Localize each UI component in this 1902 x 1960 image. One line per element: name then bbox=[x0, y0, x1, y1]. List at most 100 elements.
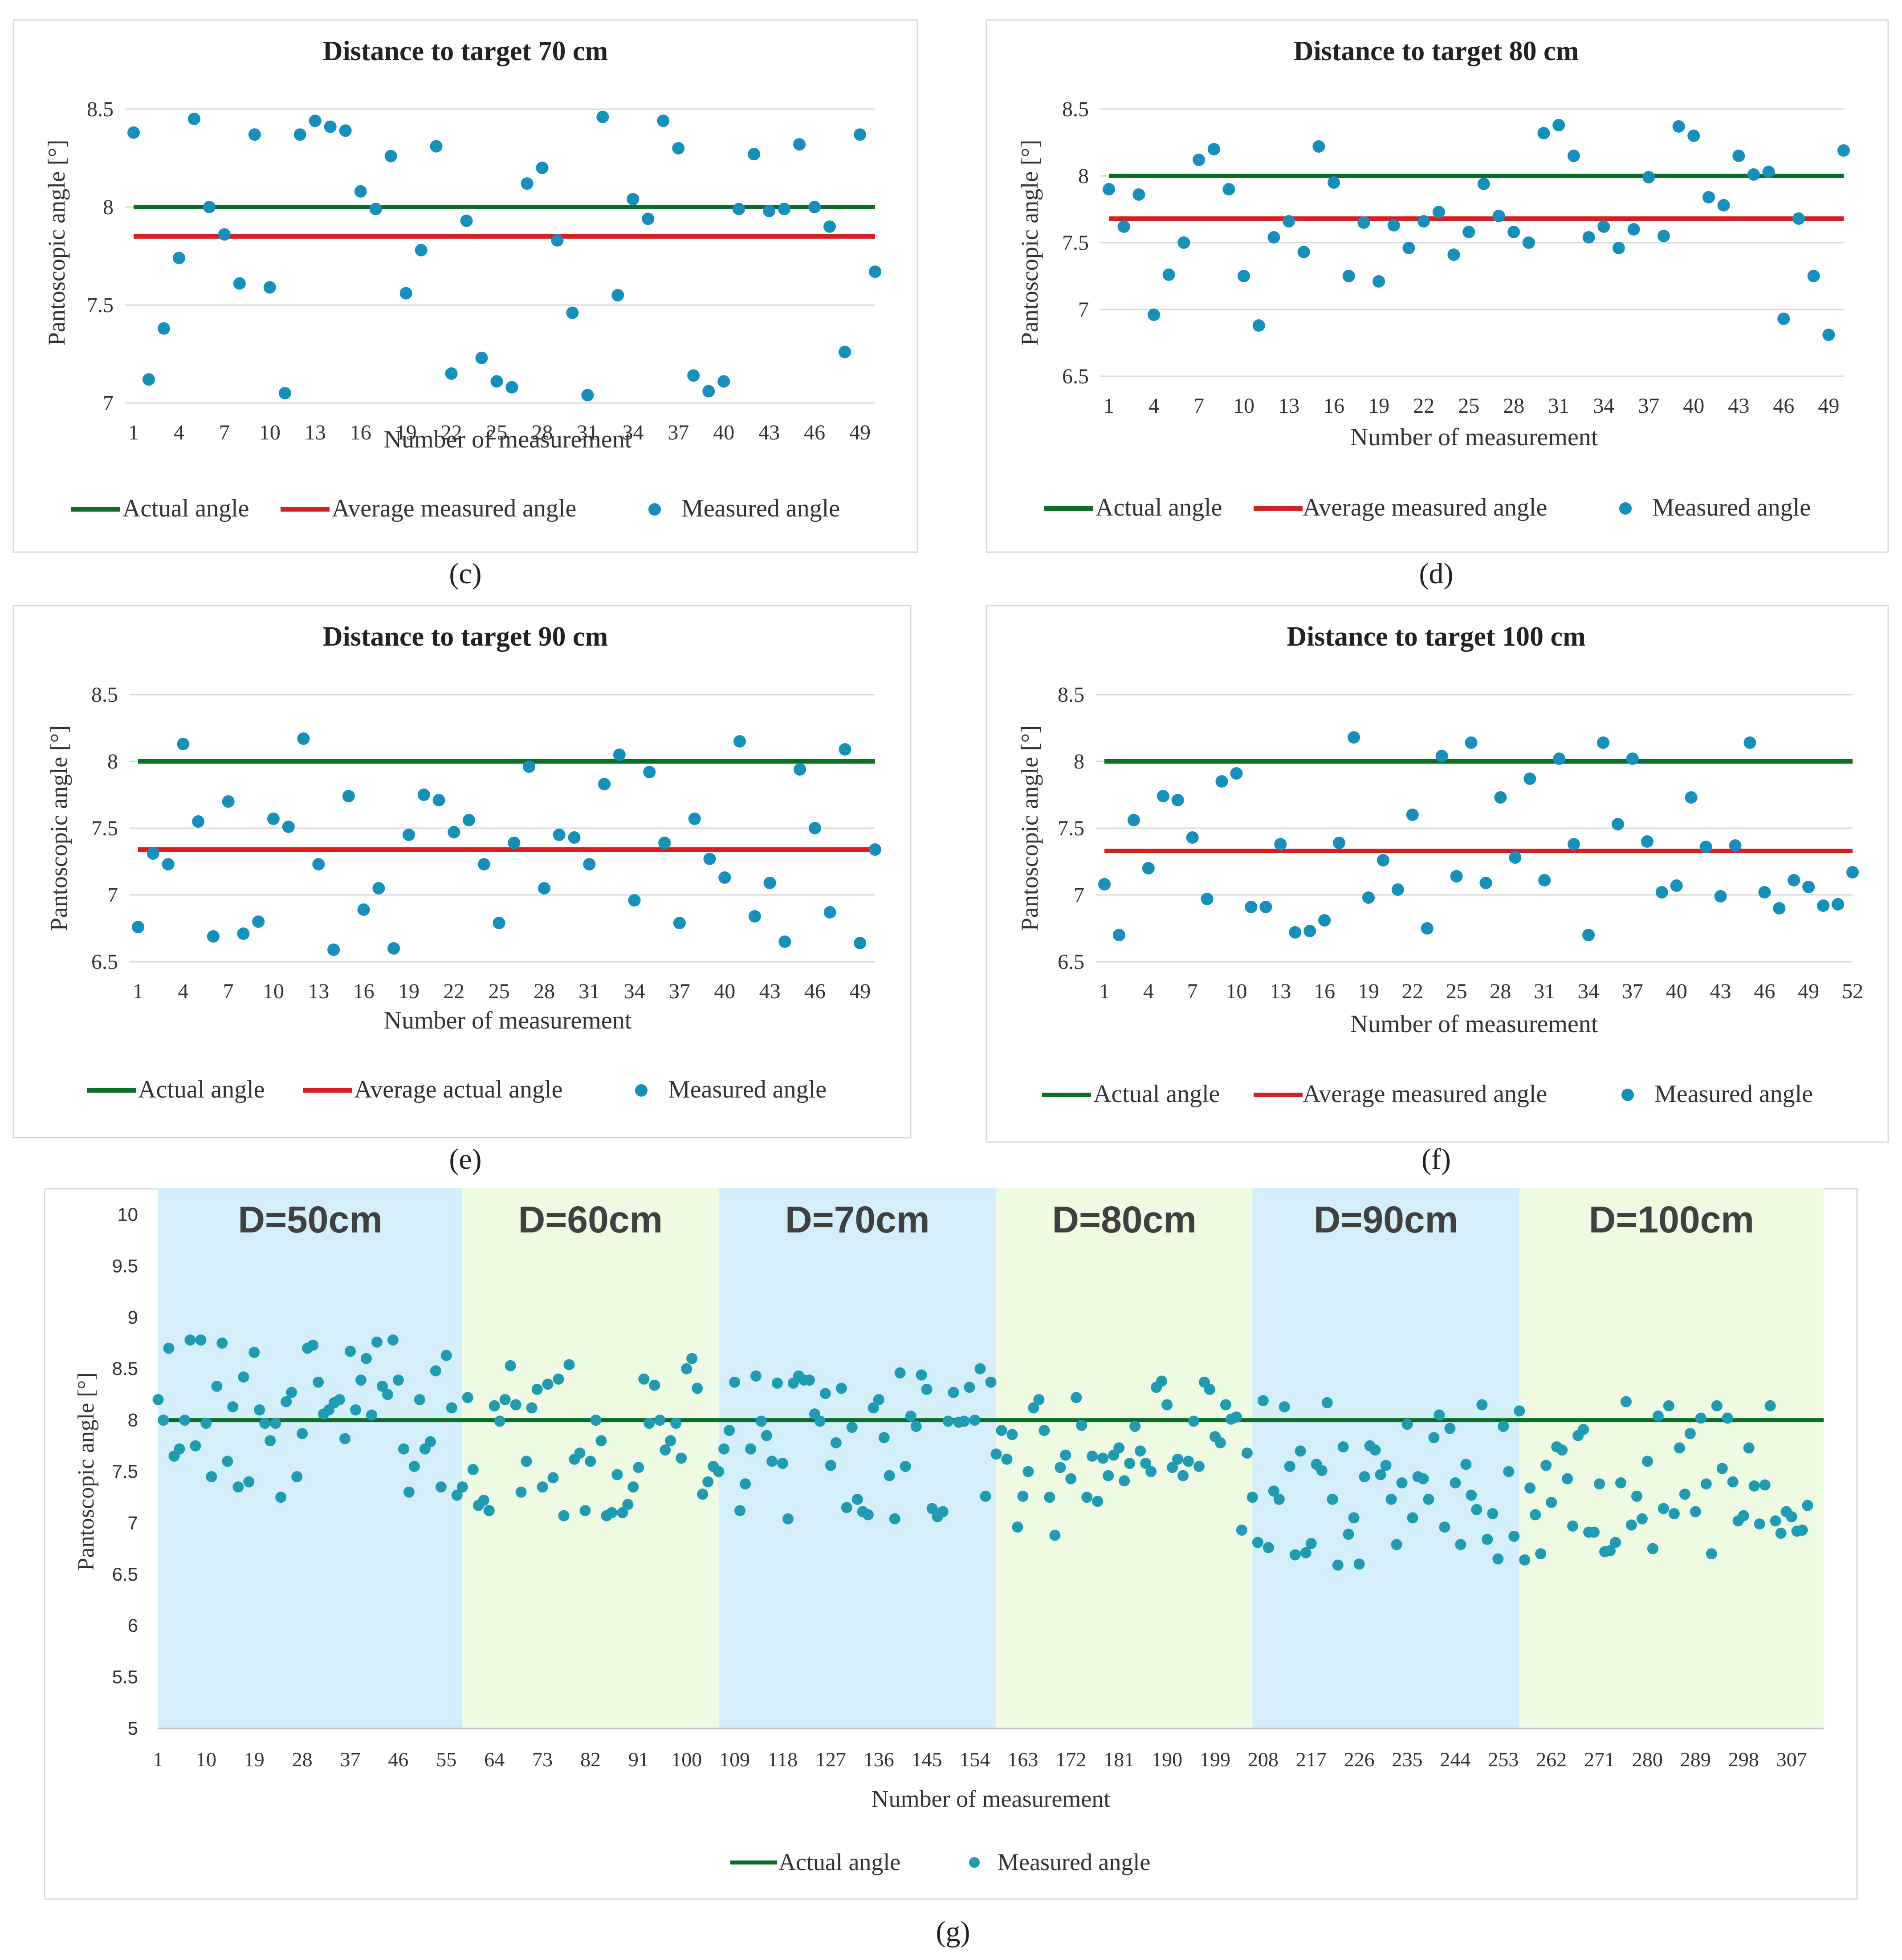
measured-point bbox=[1687, 130, 1700, 142]
measured-point bbox=[313, 1376, 324, 1388]
x-tick-label: 109 bbox=[719, 1748, 750, 1771]
x-tick-label: 163 bbox=[1007, 1748, 1038, 1771]
measured-point bbox=[1098, 878, 1111, 891]
measured-point bbox=[1652, 1410, 1664, 1422]
measured-point bbox=[1295, 1445, 1306, 1457]
measured-point bbox=[1127, 814, 1140, 826]
measured-point bbox=[745, 1443, 757, 1455]
measured-point bbox=[1006, 1429, 1018, 1440]
measured-point bbox=[1333, 837, 1346, 849]
distance-band bbox=[158, 1188, 463, 1728]
measured-point bbox=[350, 1404, 362, 1416]
measured-point bbox=[233, 277, 246, 290]
measured-point bbox=[869, 265, 881, 278]
x-tick-label: 31 bbox=[1548, 394, 1569, 418]
measured-point bbox=[361, 1353, 372, 1364]
measured-point bbox=[611, 289, 624, 301]
measured-point bbox=[692, 1383, 703, 1394]
measured-point bbox=[448, 826, 460, 838]
measured-point bbox=[839, 743, 851, 756]
x-tick-label: 7 bbox=[1187, 980, 1198, 1003]
distance-band bbox=[1252, 1188, 1519, 1728]
legend-measured-swatch bbox=[648, 503, 661, 516]
y-tick-label: 8.5 bbox=[91, 683, 118, 707]
panel-caption: (g) bbox=[936, 1915, 970, 1948]
measured-point bbox=[583, 858, 596, 870]
measured-point bbox=[1699, 841, 1712, 853]
measured-point bbox=[1522, 236, 1535, 249]
x-tick-label: 199 bbox=[1200, 1748, 1230, 1771]
measured-point bbox=[505, 381, 518, 394]
x-tick-label: 190 bbox=[1152, 1748, 1182, 1771]
measured-point bbox=[611, 1469, 623, 1480]
measured-point bbox=[1492, 210, 1505, 222]
x-tick-label: 25 bbox=[1458, 394, 1479, 418]
measured-point bbox=[1274, 838, 1287, 850]
measured-point bbox=[563, 1359, 575, 1370]
measured-point bbox=[1402, 242, 1415, 254]
y-axis-label: Pantoscopic angle [°] bbox=[1016, 725, 1043, 931]
measured-point bbox=[1332, 1559, 1344, 1571]
measured-point bbox=[1103, 1470, 1114, 1481]
measured-point bbox=[1597, 220, 1610, 233]
measured-point bbox=[456, 1481, 468, 1493]
measured-point bbox=[1754, 1518, 1765, 1530]
x-tick-label: 217 bbox=[1296, 1748, 1327, 1771]
panel-c: Distance to target 70 cm 7 7.5 8 8.5 1 4 7 10 13 1… bbox=[12, 19, 918, 553]
measured-point bbox=[1375, 1469, 1386, 1480]
measured-point bbox=[345, 1346, 356, 1357]
chart-border bbox=[12, 19, 918, 553]
measured-point bbox=[1553, 752, 1566, 765]
measured-point bbox=[854, 128, 867, 141]
measured-point bbox=[327, 943, 340, 956]
measured-point bbox=[1230, 767, 1243, 780]
measured-point bbox=[142, 373, 155, 386]
measured-point bbox=[613, 748, 626, 761]
measured-point bbox=[1300, 1547, 1311, 1558]
measured-point bbox=[1642, 171, 1655, 183]
measured-point bbox=[1097, 1452, 1109, 1464]
legend-measured-label: Measured angle bbox=[681, 495, 840, 522]
y-tick-label: 9.5 bbox=[112, 1255, 138, 1276]
measured-point bbox=[1172, 1453, 1184, 1465]
measured-point bbox=[1343, 1529, 1354, 1540]
measured-point bbox=[211, 1380, 223, 1392]
measured-point bbox=[1668, 1508, 1680, 1520]
legend-measured-label: Measured angle bbox=[668, 1076, 827, 1103]
measured-point bbox=[1186, 831, 1199, 844]
measured-point bbox=[536, 162, 549, 174]
measured-point bbox=[1786, 1511, 1797, 1523]
measured-point bbox=[729, 1376, 741, 1388]
measured-point bbox=[1546, 1496, 1557, 1508]
measured-point bbox=[1477, 178, 1490, 190]
measured-point bbox=[342, 790, 355, 802]
measured-point bbox=[1519, 1554, 1531, 1566]
measured-point bbox=[1148, 309, 1161, 321]
x-tick-label: 43 bbox=[1728, 394, 1749, 418]
measured-point bbox=[1103, 183, 1115, 195]
x-tick-label: 4 bbox=[178, 980, 188, 1003]
measured-point bbox=[633, 1462, 644, 1473]
x-tick-label: 280 bbox=[1632, 1748, 1663, 1771]
measured-point bbox=[1612, 242, 1625, 254]
measured-point bbox=[216, 1338, 228, 1349]
measured-point bbox=[1641, 1456, 1653, 1467]
measured-point bbox=[1342, 270, 1355, 282]
measured-point bbox=[733, 203, 745, 216]
measured-point bbox=[1001, 1453, 1013, 1465]
measured-point bbox=[980, 1490, 991, 1502]
measured-point bbox=[462, 1392, 473, 1403]
measured-point bbox=[937, 1506, 949, 1517]
measured-point bbox=[430, 1365, 441, 1377]
measured-point bbox=[505, 1360, 516, 1371]
x-tick-label: 28 bbox=[1503, 394, 1524, 418]
measured-point bbox=[1657, 230, 1670, 242]
measured-point bbox=[657, 114, 670, 127]
x-tick-label: 19 bbox=[398, 980, 419, 1003]
measured-point bbox=[265, 1435, 276, 1447]
y-axis-label: Pantoscopic angle [°] bbox=[73, 1372, 99, 1570]
measured-point bbox=[862, 1509, 874, 1521]
measured-point bbox=[1236, 1525, 1247, 1536]
measured-point bbox=[177, 738, 190, 750]
measured-point bbox=[1230, 1411, 1242, 1423]
